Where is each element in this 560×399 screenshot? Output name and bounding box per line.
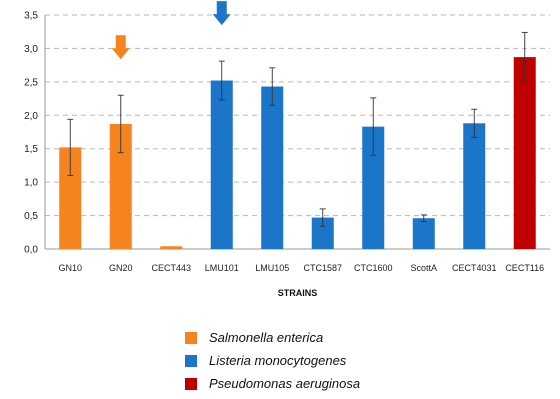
y-tick-label: 2,5 (24, 77, 38, 88)
y-tick-label: 0,0 (24, 245, 38, 256)
x-tick-label: CECT443 (151, 263, 191, 273)
x-tick-label: CTC1587 (303, 263, 342, 273)
x-tick-label: CECT116 (505, 263, 544, 273)
x-tick-label: LMU101 (205, 263, 239, 273)
x-tick-label: CTC1600 (354, 263, 393, 273)
legend-item-listeria: Listeria monocytogenes (185, 349, 360, 372)
y-tick-label: 3,0 (24, 44, 38, 55)
y-tick-label: 1,0 (24, 178, 38, 189)
bar-cect116 (513, 57, 536, 250)
down-arrow-icon (111, 35, 130, 60)
legend-label-salmonella: Salmonella enterica (209, 330, 324, 345)
y-tick-label: 0,5 (24, 211, 38, 222)
bar-lmu101 (210, 80, 233, 250)
x-tick-label: CECT4031 (452, 263, 497, 273)
legend-swatch-salmonella (185, 331, 197, 344)
y-tick-label: 3,5 (24, 11, 38, 22)
bar-cect4031 (463, 123, 486, 249)
x-tick-label: GN10 (58, 263, 82, 273)
bar-cect443 (160, 246, 183, 249)
legend-item-salmonella: Salmonella enterica (185, 326, 360, 349)
legend: Salmonella enterica Listeria monocytogen… (185, 326, 360, 395)
legend-label-listeria: Listeria monocytogenes (209, 353, 347, 368)
legend-swatch-pseudomonas (185, 377, 197, 390)
bar-ctc1600 (362, 126, 385, 249)
x-tick-label: LMU105 (255, 263, 289, 273)
x-tick-label: ScottA (410, 263, 437, 273)
bar-scotta (412, 218, 435, 249)
y-tick-label: 2,0 (24, 111, 38, 122)
bar-lmu105 (261, 86, 284, 249)
legend-label-pseudomonas: Pseudomonas aeruginosa (209, 376, 361, 391)
bar-gn20 (109, 123, 132, 249)
bar-gn10 (59, 147, 82, 249)
bar-ctc1587 (311, 217, 334, 249)
legend-item-pseudomonas: Pseudomonas aeruginosa (185, 372, 360, 395)
down-arrow-icon (212, 1, 231, 26)
y-tick-label: 1,5 (24, 144, 38, 155)
x-axis-title: STRAINS (278, 288, 318, 298)
x-tick-label: GN20 (109, 263, 133, 273)
legend-swatch-listeria (185, 354, 197, 367)
